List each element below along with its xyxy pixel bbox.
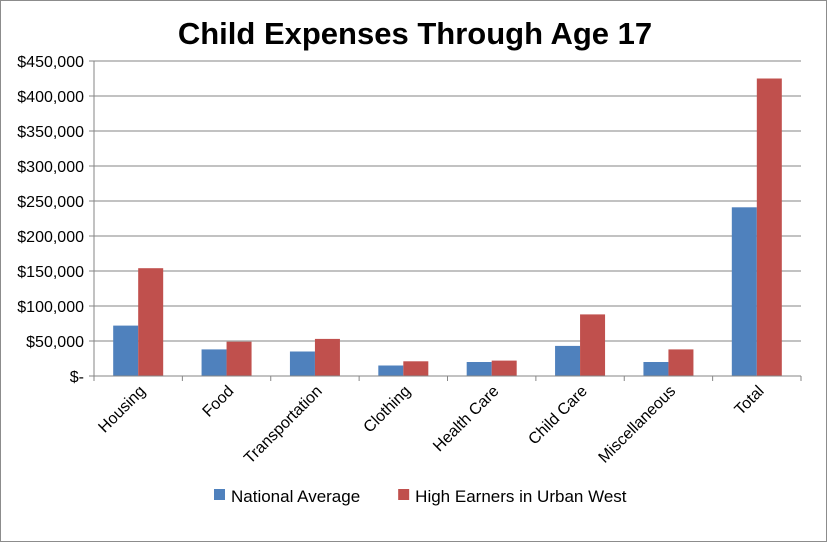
bar-total-series-1 [731, 207, 757, 376]
x-tick-label: Transportation [241, 383, 326, 468]
y-tick-label: $150,000 [17, 264, 84, 281]
bars [113, 78, 782, 376]
bar-clothing-series-1 [378, 365, 404, 376]
y-tick-label: $- [70, 369, 84, 386]
bar-food-series-2 [226, 341, 252, 376]
x-tick-label: Clothing [361, 383, 415, 437]
bar-food-series-1 [201, 349, 227, 376]
x-tick-label: Health Care [430, 383, 502, 455]
x-axis-ticks: Housing Food Transportation Clothing Health … [93, 376, 802, 468]
legend-label: High Earners in Urban West [415, 487, 627, 506]
legend-swatch [214, 489, 225, 500]
bar-miscellaneous-series-2 [668, 349, 694, 376]
bar-transportation-series-1 [289, 351, 315, 376]
bar-transportation-series-2 [314, 338, 340, 376]
bar-housing-series-2 [138, 268, 164, 376]
y-tick-label: $200,000 [17, 229, 84, 246]
bar-health-care-series-1 [466, 362, 492, 376]
chart-title: Child Expenses Through Age 17 [178, 16, 652, 51]
x-tick-label: Housing [95, 383, 149, 437]
bar-clothing-series-2 [403, 361, 429, 376]
y-tick-label: $100,000 [17, 299, 84, 316]
x-tick-label: Food [200, 383, 238, 421]
y-tick-label: $450,000 [17, 54, 84, 71]
axes [93, 61, 801, 377]
bar-child-care-series-1 [555, 345, 581, 376]
y-tick-label: $400,000 [17, 89, 84, 106]
x-tick-label: Total [732, 383, 768, 419]
bar-health-care-series-2 [491, 360, 517, 376]
x-tick-label: Miscellaneous [596, 383, 680, 467]
bar-total-series-2 [756, 78, 782, 376]
y-tick-label: $50,000 [26, 334, 84, 351]
y-tick-label: $350,000 [17, 124, 84, 141]
bar-child-care-series-2 [580, 314, 606, 376]
y-axis-ticks: $- $50,000 $100,000 $150,000 $200,000 $250,00… [17, 54, 94, 386]
y-tick-label: $300,000 [17, 159, 84, 176]
x-tick-label: Child Care [525, 383, 591, 449]
gridlines [94, 60, 801, 342]
bar-miscellaneous-series-1 [643, 362, 669, 376]
legend-swatch [398, 489, 410, 500]
bar-housing-series-1 [113, 325, 139, 376]
legend-label: National Average [231, 487, 360, 506]
legend: National Average High Earners in Urban We… [214, 487, 627, 506]
y-tick-label: $250,000 [17, 194, 84, 211]
